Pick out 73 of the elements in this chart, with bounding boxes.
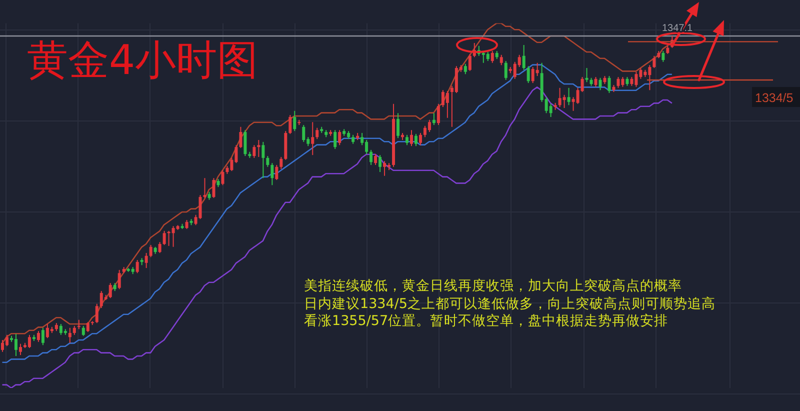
candlestick (585, 68, 588, 83)
candlestick (338, 130, 342, 146)
candlestick (522, 44, 526, 70)
text: 1334/5 (755, 91, 794, 105)
candlestick (432, 112, 436, 126)
candlestick (414, 133, 418, 147)
candlestick (526, 66, 530, 84)
annotation: 美指连续破低，黄金日线再度收强，加大向上突破高点的概率 (304, 278, 683, 296)
candlestick (374, 154, 378, 166)
candlestick (616, 76, 620, 88)
candlestick (275, 164, 278, 180)
candlestick (293, 110, 296, 132)
candlestick (396, 112, 400, 139)
candlestick (136, 260, 139, 274)
candlestick (280, 156, 283, 170)
candlestick (500, 54, 503, 66)
candlestick (288, 114, 292, 134)
candlestick (257, 140, 260, 158)
candlestick (370, 149, 373, 166)
candlestick (212, 178, 216, 198)
candlestick (14, 333, 18, 356)
candlestick (198, 194, 202, 220)
candlestick (144, 252, 148, 268)
candlestick (562, 94, 566, 108)
candlestick (468, 53, 472, 72)
candlestick (41, 327, 44, 346)
candlestick (608, 76, 611, 94)
candlestick (270, 162, 274, 186)
candlestick (5, 334, 8, 347)
candlestick (567, 87, 570, 106)
candlestick (598, 77, 602, 91)
candlestick (252, 144, 256, 158)
candlestick (36, 330, 40, 342)
candlestick (316, 127, 319, 140)
candlestick (203, 178, 206, 198)
candlestick (334, 130, 337, 150)
annotation: 看涨1355/57位置。暂时不做空单，盘中根据走势再做安排 (304, 313, 670, 330)
candlestick (490, 50, 494, 64)
candlestick (221, 170, 224, 186)
candlestick (652, 55, 656, 68)
candlestick (239, 126, 242, 148)
candlestick (311, 122, 314, 156)
candlestick (405, 134, 408, 146)
candlestick (82, 325, 85, 336)
candlestick (428, 119, 431, 132)
candlestick (446, 90, 449, 118)
candlestick (418, 132, 422, 146)
candlestick (244, 130, 247, 156)
candlestick (77, 319, 80, 330)
candlestick (504, 60, 508, 80)
candlestick (549, 103, 552, 118)
candlestick (266, 156, 270, 168)
candlestick (86, 322, 90, 332)
candlestick (262, 141, 265, 179)
candlestick (302, 124, 306, 142)
candlestick (108, 282, 112, 299)
candlestick (95, 303, 98, 324)
candlestick (594, 76, 598, 88)
candlestick (464, 63, 467, 75)
candlestick (149, 244, 152, 258)
chart-title: 黄金4小时图 (27, 36, 258, 84)
candlestick (118, 269, 121, 290)
candlestick (162, 230, 166, 246)
candlestick (18, 343, 22, 356)
candlestick (68, 327, 72, 344)
candlestick (662, 50, 665, 62)
candlestick (383, 160, 386, 176)
candlestick (158, 242, 162, 254)
candlestick (410, 130, 413, 147)
candlestick (378, 154, 382, 172)
candlestick (28, 334, 31, 348)
annotation: 日内建议1334/5之上都可以逢低做多，向上突破高点则可顺势追高 (304, 296, 716, 313)
candlestick (436, 103, 440, 126)
